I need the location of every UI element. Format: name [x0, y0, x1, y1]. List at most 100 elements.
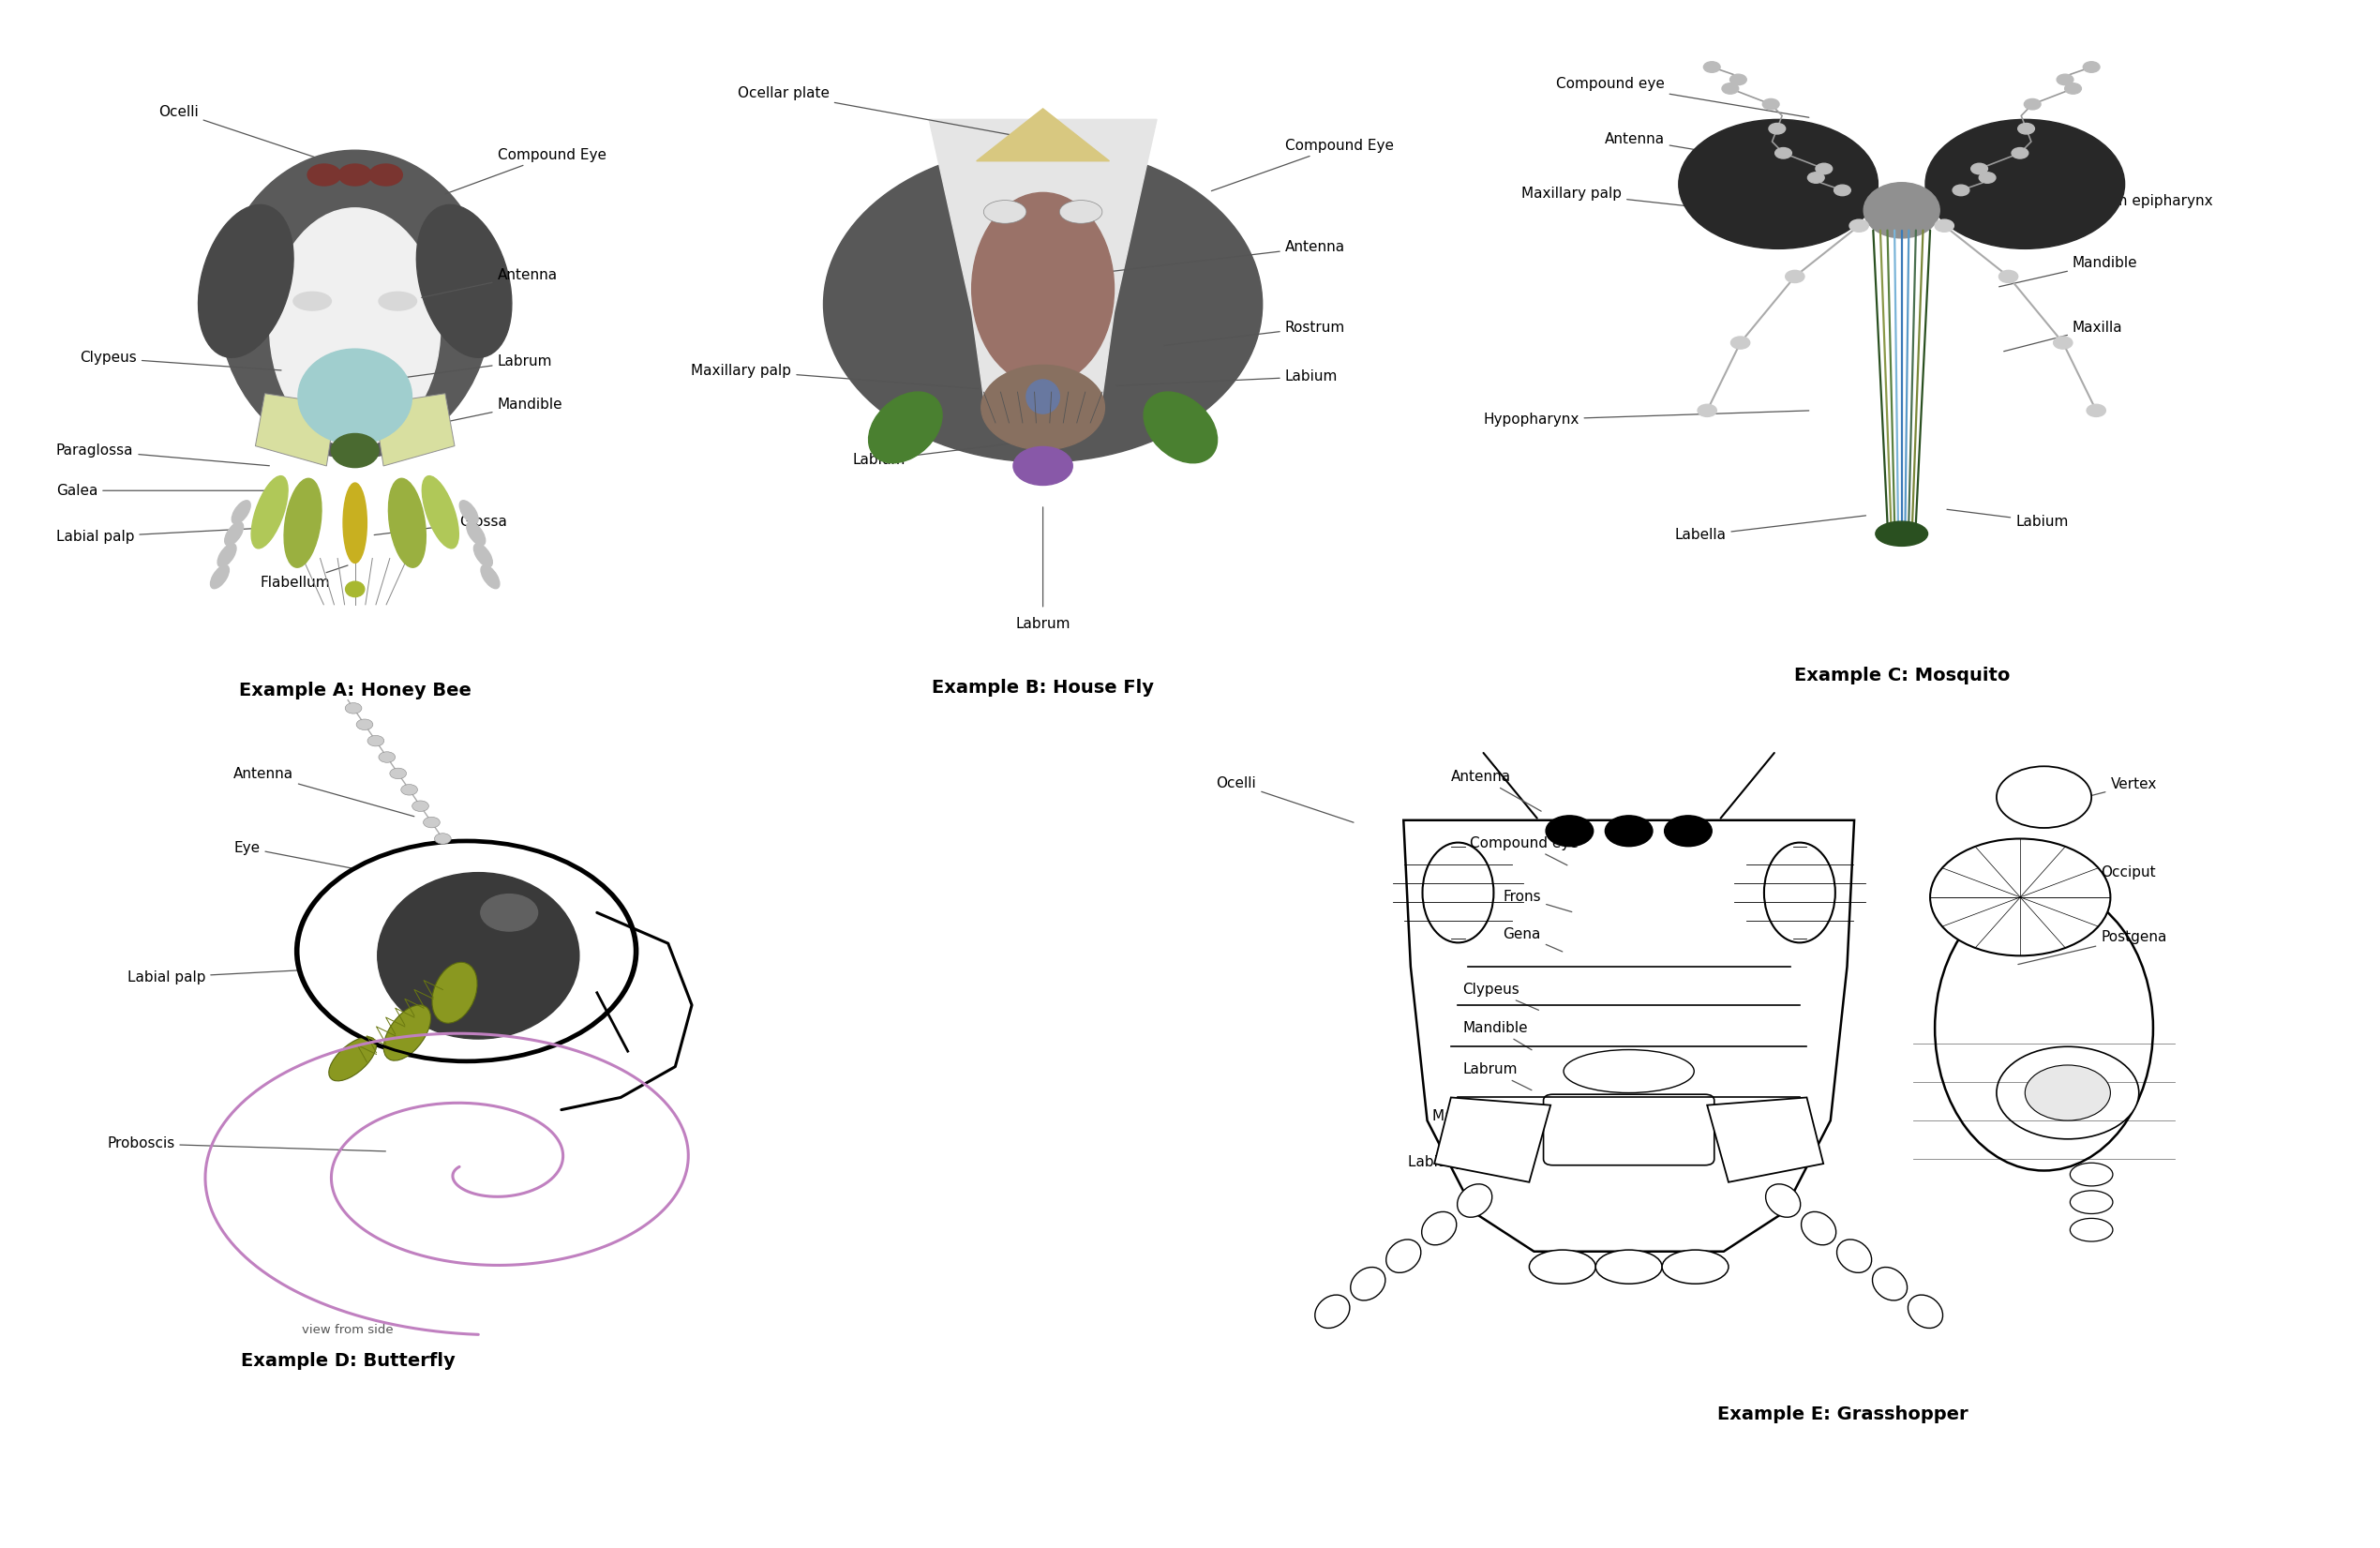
Ellipse shape	[1661, 1249, 1728, 1283]
Text: Paraglossa: Paraglossa	[57, 444, 269, 466]
Text: Mandible: Mandible	[414, 398, 562, 429]
Text: Occiput: Occiput	[2018, 865, 2156, 899]
Circle shape	[2025, 1065, 2111, 1121]
Circle shape	[1547, 816, 1592, 847]
Ellipse shape	[421, 475, 459, 548]
Ellipse shape	[459, 500, 478, 523]
Circle shape	[390, 768, 407, 779]
Ellipse shape	[1766, 1184, 1799, 1217]
Text: Clypeus: Clypeus	[1464, 983, 1540, 1011]
Text: Labial palp: Labial palp	[126, 964, 397, 985]
Circle shape	[298, 842, 635, 1060]
Circle shape	[1730, 336, 1749, 348]
Circle shape	[1930, 839, 2111, 955]
Ellipse shape	[209, 565, 228, 588]
Polygon shape	[1706, 1098, 1823, 1183]
Circle shape	[412, 800, 428, 811]
Circle shape	[295, 841, 638, 1062]
Text: Ocellar plate: Ocellar plate	[738, 87, 1016, 136]
Ellipse shape	[378, 293, 416, 311]
Ellipse shape	[971, 192, 1114, 385]
Ellipse shape	[298, 348, 412, 444]
Circle shape	[2023, 99, 2040, 110]
Polygon shape	[1435, 1098, 1552, 1183]
Circle shape	[1775, 147, 1792, 158]
Text: Antenna: Antenna	[1452, 769, 1542, 811]
Ellipse shape	[481, 565, 500, 588]
Text: Ocelli: Ocelli	[1216, 776, 1354, 822]
Ellipse shape	[1875, 522, 1928, 546]
Circle shape	[1997, 1046, 2140, 1139]
Circle shape	[1764, 99, 1780, 110]
Ellipse shape	[1457, 1184, 1492, 1217]
Ellipse shape	[293, 293, 331, 311]
Ellipse shape	[983, 200, 1026, 223]
Circle shape	[369, 164, 402, 186]
Text: Ocelli: Ocelli	[159, 105, 314, 156]
Text: Labrum: Labrum	[1464, 1062, 1533, 1090]
Text: Example D: Butterfly: Example D: Butterfly	[240, 1351, 455, 1370]
Text: Antenna: Antenna	[233, 766, 414, 816]
Text: Example B: House Fly: Example B: House Fly	[933, 678, 1154, 697]
Circle shape	[357, 720, 374, 731]
Ellipse shape	[328, 1037, 376, 1081]
Circle shape	[1835, 184, 1852, 195]
Circle shape	[1723, 84, 1737, 94]
Text: Labrum: Labrum	[1016, 618, 1071, 632]
Circle shape	[1697, 404, 1716, 416]
Text: Maxillary palp: Maxillary palp	[1521, 186, 1766, 215]
Ellipse shape	[1935, 885, 2154, 1170]
Ellipse shape	[1764, 842, 1835, 943]
Circle shape	[1604, 816, 1652, 847]
Text: Proboscis: Proboscis	[107, 1136, 386, 1152]
Circle shape	[2082, 62, 2099, 73]
Circle shape	[2018, 124, 2035, 135]
Text: Mandible: Mandible	[1464, 1022, 1533, 1050]
Ellipse shape	[1014, 447, 1073, 485]
Circle shape	[1785, 271, 1804, 283]
Circle shape	[338, 164, 371, 186]
Ellipse shape	[1997, 766, 2092, 828]
Text: Labial palp: Labial palp	[57, 528, 269, 543]
Ellipse shape	[1423, 842, 1495, 943]
Text: Mandible: Mandible	[1999, 255, 2137, 286]
Text: Maxillary palp: Maxillary palp	[1433, 1108, 1533, 1130]
Ellipse shape	[416, 204, 512, 358]
Ellipse shape	[1564, 1050, 1695, 1093]
Ellipse shape	[231, 500, 250, 523]
Ellipse shape	[383, 1005, 431, 1060]
Text: Example C: Mosquito: Example C: Mosquito	[1795, 666, 2009, 684]
Text: Rostrum: Rostrum	[1164, 320, 1345, 345]
Ellipse shape	[331, 433, 378, 467]
Ellipse shape	[219, 150, 490, 458]
Text: Vertex: Vertex	[2028, 777, 2156, 811]
Circle shape	[1816, 164, 1833, 175]
Ellipse shape	[1145, 392, 1216, 463]
Circle shape	[1971, 164, 1987, 175]
Text: Compound Eye: Compound Eye	[445, 147, 607, 194]
Circle shape	[1704, 62, 1721, 73]
Text: Antenna: Antenna	[1604, 133, 1797, 167]
Ellipse shape	[1059, 200, 1102, 223]
Text: Frons: Frons	[1504, 890, 1571, 912]
Ellipse shape	[388, 478, 426, 568]
Text: Labrum: Labrum	[390, 354, 552, 379]
Ellipse shape	[378, 875, 578, 1037]
Circle shape	[1664, 816, 1711, 847]
Text: Flabellum: Flabellum	[259, 565, 347, 590]
FancyBboxPatch shape	[1545, 1094, 1714, 1166]
Circle shape	[1678, 119, 1878, 249]
Text: Gena: Gena	[1504, 927, 1561, 952]
Circle shape	[2054, 336, 2073, 348]
Text: Galea: Galea	[57, 483, 281, 497]
Circle shape	[1999, 271, 2018, 283]
Circle shape	[367, 735, 383, 746]
Text: Labella: Labella	[1676, 515, 1866, 542]
Text: Example A: Honey Bee: Example A: Honey Bee	[238, 681, 471, 700]
Ellipse shape	[198, 204, 293, 358]
Ellipse shape	[466, 522, 486, 545]
Ellipse shape	[869, 392, 942, 463]
Circle shape	[1809, 172, 1825, 183]
Ellipse shape	[1026, 379, 1059, 413]
Text: Clypeus: Clypeus	[81, 351, 281, 370]
